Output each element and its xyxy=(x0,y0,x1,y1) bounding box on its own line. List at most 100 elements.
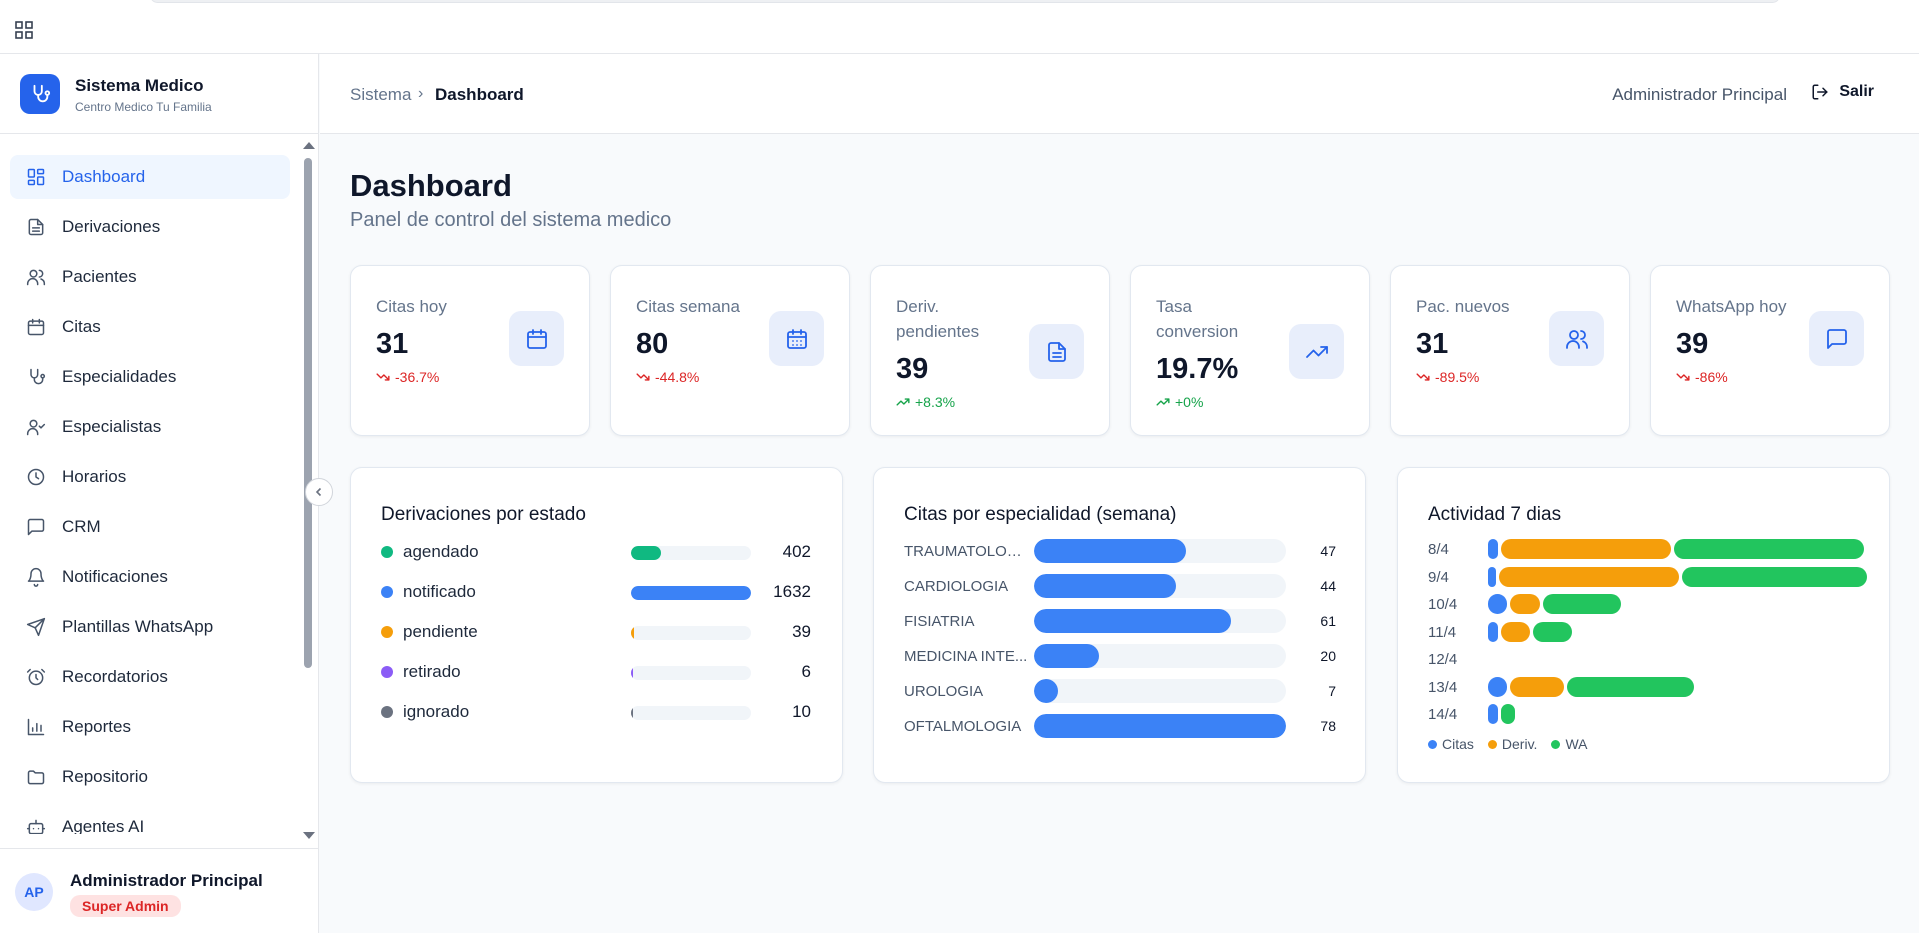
collapse-sidebar-button[interactable] xyxy=(305,478,333,506)
apps-grid-icon[interactable] xyxy=(15,21,33,39)
especialidad-bar xyxy=(1034,609,1232,633)
especialidad-bar xyxy=(1034,714,1286,738)
especialidad-row: UROLOGIA 7 xyxy=(904,679,1336,703)
scroll-up-arrow[interactable] xyxy=(303,142,315,149)
activity-row: 9/4 xyxy=(1428,566,1868,587)
activity-bar-wa xyxy=(1542,594,1621,614)
actividad-panel: Actividad 7 dias 8/4 9/4 10/4 11/4 12/4 13/4 1… xyxy=(1397,467,1890,783)
sidebar-item-label: Agentes AI xyxy=(62,817,145,834)
calendar-days-icon xyxy=(769,311,824,366)
especialidad-label: OFTALMOLOGIA xyxy=(904,718,1022,735)
especialidad-label: FISIATRIA xyxy=(904,613,975,630)
stat-trend: -36.7% xyxy=(376,369,439,385)
especialidad-label: CARDIOLOGIA xyxy=(904,578,1009,595)
header-user-name: Administrador Principal xyxy=(1612,85,1787,104)
address-pill xyxy=(150,0,1780,3)
estado-value: 1632 xyxy=(773,582,811,601)
stat-card: WhatsApp hoy 39 -86% xyxy=(1650,265,1890,436)
sidebar-item-label: Especialidades xyxy=(62,367,177,386)
especialidad-row: MEDICINA INTE... 20 xyxy=(904,644,1336,668)
chat-icon xyxy=(1809,311,1864,366)
sidebar-item-reportes[interactable]: Reportes xyxy=(10,705,290,749)
activity-bar-deriv xyxy=(1499,566,1680,587)
activity-row: 10/4 xyxy=(1428,594,1860,614)
sidebar-item-especialidades[interactable]: Especialidades xyxy=(10,355,290,399)
bot-icon xyxy=(26,817,46,834)
stat-label: WhatsApp hoy xyxy=(1676,297,1787,316)
trending-up-icon xyxy=(896,395,910,409)
sidebar-item-label: Notificaciones xyxy=(62,567,168,586)
sidebar-item-citas[interactable]: Citas xyxy=(10,305,290,349)
folder-icon xyxy=(26,767,46,787)
trending-down-icon xyxy=(636,370,650,384)
stat-value: 19.7% xyxy=(1156,353,1239,385)
app-subtitle: Centro Medico Tu Familia xyxy=(75,100,212,114)
stat-card: Tasa conversion 19.7% +0% xyxy=(1130,265,1370,436)
especialidad-bar xyxy=(1034,574,1177,598)
activity-bar-deriv xyxy=(1500,621,1530,642)
app-title: Sistema Medico xyxy=(75,76,204,95)
stat-label: Citas semana xyxy=(636,297,740,316)
scrollbar-thumb[interactable] xyxy=(304,158,312,668)
stat-trend-value: -89.5% xyxy=(1435,369,1480,385)
stat-value: 39 xyxy=(896,353,929,385)
activity-bar-deriv xyxy=(1510,594,1540,614)
stat-trend: +8.3% xyxy=(896,394,955,410)
sidebar-item-label: Especialistas xyxy=(62,417,162,436)
scroll-down-arrow[interactable] xyxy=(303,832,315,839)
sidebar-item-label: Reportes xyxy=(62,717,131,736)
stat-trend-value: -86% xyxy=(1695,369,1728,385)
especialidad-value: 61 xyxy=(1320,613,1336,629)
sidebar-item-pacientes[interactable]: Pacientes xyxy=(10,255,290,299)
sidebar-item-derivaciones[interactable]: Derivaciones xyxy=(10,205,290,249)
estado-bar xyxy=(631,586,751,600)
sidebar-item-dashboard[interactable]: Dashboard xyxy=(10,155,290,199)
activity-bar-deriv xyxy=(1510,676,1565,697)
estado-bar-track xyxy=(631,586,751,600)
activity-row: 14/4 xyxy=(1428,704,1860,724)
user-check-icon xyxy=(26,417,46,437)
activity-bar-citas xyxy=(1488,566,1496,587)
activity-row: 11/4 xyxy=(1428,621,1860,642)
sidebar-item-agentes-ai[interactable]: Agentes AI xyxy=(10,805,290,834)
sidebar-item-label: Plantillas WhatsApp xyxy=(62,617,214,636)
breadcrumb-root[interactable]: Sistema xyxy=(350,85,412,104)
page-subtitle: Panel de control del sistema medico xyxy=(350,209,672,231)
sidebar-item-plantillas-whatsapp[interactable]: Plantillas WhatsApp xyxy=(10,605,290,649)
activity-row: 12/4 xyxy=(1428,649,1860,669)
clock-icon xyxy=(26,467,46,487)
legend-wa: WA xyxy=(1551,736,1587,752)
stat-value: 31 xyxy=(376,328,409,360)
stat-trend: +0% xyxy=(1156,394,1203,410)
estado-value: 6 xyxy=(801,662,811,681)
stat-card: Citas semana 80 -44.8% xyxy=(610,265,850,436)
activity-bar-wa xyxy=(1682,566,1868,587)
estado-value: 402 xyxy=(782,542,811,561)
role-badge: Super Admin xyxy=(70,895,181,917)
estado-bar xyxy=(631,706,633,720)
especialidad-label: MEDICINA INTE... xyxy=(904,648,1028,665)
especialidad-bar xyxy=(1034,644,1099,668)
especialidad-value: 78 xyxy=(1320,718,1336,734)
stat-trend-value: +8.3% xyxy=(915,394,956,410)
sidebar-item-recordatorios[interactable]: Recordatorios xyxy=(10,655,290,699)
logout-button[interactable]: Salir xyxy=(1811,83,1874,101)
especialidad-row: OFTALMOLOGIA 78 xyxy=(904,714,1336,738)
header: Sistema › Dashboard Administrador Princi… xyxy=(320,54,1919,134)
activity-bar-deriv xyxy=(1500,539,1672,559)
activity-bar-citas xyxy=(1488,594,1508,614)
activity-bar-citas xyxy=(1488,676,1508,697)
sidebar-item-horarios[interactable]: Horarios xyxy=(10,455,290,499)
activity-day-label: 12/4 xyxy=(1428,651,1458,668)
sidebar-item-crm[interactable]: CRM xyxy=(10,505,290,549)
sidebar-item-repositorio[interactable]: Repositorio xyxy=(10,755,290,799)
sidebar-item-notificaciones[interactable]: Notificaciones xyxy=(10,555,290,599)
especialidad-bar-track xyxy=(1034,609,1286,633)
sidebar-item-especialistas[interactable]: Especialistas xyxy=(10,405,290,449)
especialidad-bar xyxy=(1034,539,1186,563)
sidebar-user[interactable]: AP Administrador Principal Super Admin xyxy=(0,848,319,933)
estado-label: notificado xyxy=(403,582,476,601)
estado-value: 10 xyxy=(792,702,811,721)
activity-day-label: 11/4 xyxy=(1428,623,1457,641)
estado-bar-track xyxy=(631,626,751,640)
